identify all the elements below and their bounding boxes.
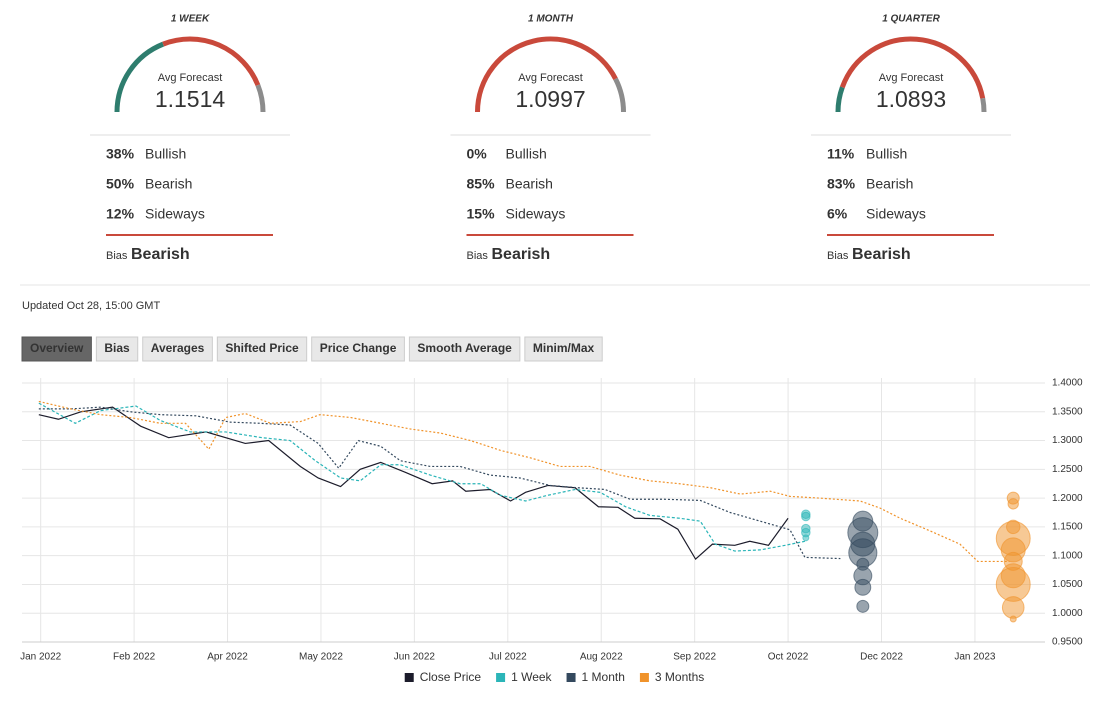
x-tick-label: Aug 2022 <box>580 652 623 663</box>
y-tick-label: 1.2500 <box>1052 464 1083 475</box>
gauge-period: 1 MONTH <box>528 14 574 25</box>
gauge-arc <box>114 41 165 113</box>
gauge-arc <box>613 77 626 113</box>
forecast-bubble <box>854 578 872 596</box>
legend-swatch[interactable] <box>566 673 576 682</box>
pct-name: Bullish <box>506 146 547 162</box>
avg-label: Avg Forecast <box>518 72 583 84</box>
forecast-bubble <box>856 599 870 613</box>
tab-label[interactable]: Minim/Max <box>533 341 595 355</box>
bias-value: Bearish <box>492 246 551 263</box>
legend-label[interactable]: 3 Months <box>655 670 704 684</box>
x-tick-label: Jul 2022 <box>489 652 527 663</box>
tab[interactable] <box>408 336 521 362</box>
updated: Updated Oct 28, 15:00 GMT <box>22 300 160 312</box>
tab[interactable] <box>216 336 308 362</box>
x-tick-label: May 2022 <box>299 652 343 663</box>
pct-name: Sideways <box>506 206 566 222</box>
x-tick-label: Feb 2022 <box>113 652 156 663</box>
forecast-bubble <box>1007 498 1019 510</box>
tab-label[interactable]: Shifted Price <box>225 341 299 355</box>
pct-name: Bearish <box>866 176 913 192</box>
pct: 6% <box>827 206 848 222</box>
tab-label[interactable]: Bias <box>104 341 130 355</box>
gauge-arc <box>835 86 845 113</box>
series-line <box>38 406 789 561</box>
pct-name: Bullish <box>145 146 186 162</box>
tab[interactable] <box>311 336 405 362</box>
legend-label[interactable]: Close Price <box>420 670 482 684</box>
tab[interactable] <box>524 336 603 362</box>
tab-label[interactable]: Overview <box>30 341 84 355</box>
series-line <box>38 402 806 552</box>
pct: 0% <box>467 146 488 162</box>
y-tick-label: 1.0000 <box>1052 608 1083 619</box>
legend-swatch[interactable] <box>639 673 649 682</box>
gauge-period: 1 WEEK <box>171 14 210 25</box>
tab[interactable] <box>142 336 213 362</box>
x-tick-label: Jan 2022 <box>20 652 62 663</box>
y-tick-label: 1.2000 <box>1052 493 1083 504</box>
y-tick-label: 1.3000 <box>1052 435 1083 446</box>
forecast-bubble <box>1001 596 1025 619</box>
gauge-arc <box>839 36 986 99</box>
avg-value: 1.1514 <box>155 86 226 112</box>
pct-name: Sideways <box>145 206 205 222</box>
gauge-arc <box>255 84 266 113</box>
tab-label[interactable]: Price Change <box>320 341 397 355</box>
y-tick-label: 1.0500 <box>1052 579 1083 590</box>
pct-name: Sideways <box>866 206 926 222</box>
avg-label: Avg Forecast <box>879 72 944 84</box>
forecast-bubble <box>1009 615 1017 623</box>
tab-label[interactable]: Smooth Average <box>417 341 512 355</box>
x-tick-label: Jan 2023 <box>954 652 996 663</box>
gauge-period: 1 QUARTER <box>882 14 940 25</box>
x-tick-label: Apr 2022 <box>207 652 248 663</box>
x-tick-label: Oct 2022 <box>768 652 809 663</box>
tab[interactable] <box>21 336 92 362</box>
avg-label: Avg Forecast <box>158 72 223 84</box>
series-line <box>38 400 1010 563</box>
y-tick-label: 1.4000 <box>1052 378 1083 389</box>
pct-name: Bullish <box>866 146 907 162</box>
gauge-arc <box>162 36 261 87</box>
y-tick-label: 1.3500 <box>1052 406 1083 417</box>
bias-label: Bias <box>467 250 489 262</box>
y-tick-label: 1.1500 <box>1052 522 1083 533</box>
bias-value: Bearish <box>131 246 190 263</box>
gauge-arc <box>475 36 618 113</box>
avg-value: 1.0997 <box>515 86 585 112</box>
pct: 83% <box>827 176 856 192</box>
x-tick-label: Sep 2022 <box>673 652 716 663</box>
legend-label[interactable]: 1 Week <box>511 670 552 684</box>
x-tick-label: Jun 2022 <box>394 652 436 663</box>
tab-label[interactable]: Averages <box>151 341 205 355</box>
forecast-bubble <box>802 534 810 542</box>
bias-label: Bias <box>827 250 849 262</box>
pct-name: Bearish <box>145 176 192 192</box>
y-tick-label: 1.1000 <box>1052 550 1083 561</box>
pct: 12% <box>106 206 135 222</box>
pct: 11% <box>827 146 855 162</box>
pct: 50% <box>106 176 135 192</box>
legend-label[interactable]: 1 Month <box>582 670 625 684</box>
tab[interactable] <box>95 336 139 362</box>
avg-value: 1.0893 <box>876 86 946 112</box>
forecast-bubble <box>801 511 811 522</box>
x-tick-label: Dec 2022 <box>860 652 903 663</box>
pct: 15% <box>467 206 496 222</box>
gauge-arc <box>980 97 987 113</box>
series-line <box>38 406 841 560</box>
pct: 38% <box>106 146 135 162</box>
legend-swatch[interactable] <box>404 673 414 682</box>
y-tick-label: 0.9500 <box>1052 637 1083 648</box>
legend-swatch[interactable] <box>496 673 506 682</box>
pct: 85% <box>467 176 496 192</box>
bias-value: Bearish <box>852 246 911 263</box>
pct-name: Bearish <box>506 176 553 192</box>
bias-label: Bias <box>106 250 128 262</box>
